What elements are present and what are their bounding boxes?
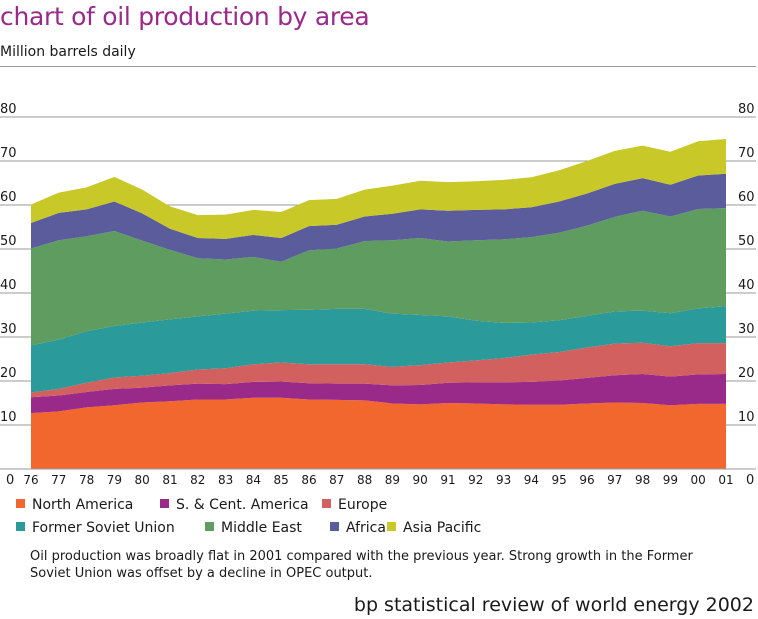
legend-label: Europe	[338, 497, 388, 513]
x-tick-label: 97	[607, 473, 622, 487]
area-africa	[31, 173, 726, 262]
y-tick-label: 50	[738, 234, 755, 249]
x-tick-label: 96	[579, 473, 594, 487]
chart-note: Oil production was broadly flat in 2001 …	[30, 549, 693, 581]
x-tick-label: 89	[385, 473, 400, 487]
x-tick-label: 92	[468, 473, 483, 487]
x-tick-label: 00	[691, 473, 706, 487]
legend-swatch	[205, 522, 214, 531]
area-s-cent-america	[31, 373, 726, 414]
area-asia-pacific	[31, 139, 726, 239]
area-north-america	[31, 397, 726, 469]
y-tick-label: 40	[0, 278, 17, 293]
source-footer: bp statistical review of world energy 20…	[353, 594, 754, 616]
chart-subtitle: Million barrels daily	[0, 44, 136, 60]
y-tick-label: 30	[0, 322, 17, 337]
area-series	[31, 139, 726, 469]
y-axis-right: 0 10 20 30 40 50 60 70 80	[738, 102, 755, 488]
y-tick-label: 0	[6, 473, 14, 488]
y-tick-label: 60	[0, 190, 17, 205]
x-tick-label: 77	[51, 473, 66, 487]
title-divider	[0, 66, 756, 67]
legend-swatch	[322, 499, 331, 508]
legend-label: Asia Pacific	[403, 520, 482, 536]
y-tick-label: 20	[0, 366, 17, 381]
y-tick-label: 70	[738, 146, 755, 161]
y-tick-label: 10	[738, 410, 755, 425]
x-tick-label: 98	[635, 473, 650, 487]
area-middle-east	[31, 208, 726, 346]
legend-item-asia-pacific: Asia Pacific	[387, 520, 481, 536]
x-tick-label: 01	[718, 473, 733, 487]
x-tick-label: 78	[79, 473, 94, 487]
legend-item-former-soviet-union: Former Soviet Union	[16, 520, 175, 536]
y-axis-left: 0 10 20 30 40 50 60 70 80	[0, 102, 17, 488]
y-tick-label: 20	[738, 366, 755, 381]
y-tick-label: 50	[0, 234, 17, 249]
x-tick-label: 93	[496, 473, 511, 487]
legend-label: Former Soviet Union	[32, 520, 175, 536]
legend-swatch	[330, 522, 339, 531]
x-tick-label: 90	[413, 473, 428, 487]
area-former-soviet-union	[31, 306, 726, 393]
x-tick-label: 85	[274, 473, 289, 487]
chart-title: chart of oil production by area	[0, 2, 370, 31]
legend-label: S. & Cent. America	[176, 497, 309, 513]
x-tick-label: 83	[218, 473, 233, 487]
legend-label: Africa	[346, 520, 386, 536]
y-tick-label: 80	[738, 102, 755, 117]
y-tick-label: 60	[738, 190, 755, 205]
legend-swatch	[160, 499, 169, 508]
legend-item-s-cent-america: S. & Cent. America	[160, 497, 309, 513]
y-tick-label: 0	[746, 473, 754, 488]
x-tick-label: 94	[524, 473, 539, 487]
legend-swatch	[16, 499, 25, 508]
legend-item-africa: Africa	[330, 520, 386, 536]
x-tick-label: 81	[162, 473, 177, 487]
y-tick-label: 70	[0, 146, 17, 161]
y-tick-label: 80	[0, 102, 17, 117]
x-tick-label: 88	[357, 473, 372, 487]
x-tick-label: 79	[107, 473, 122, 487]
x-tick-label: 82	[190, 473, 205, 487]
y-tick-label: 30	[738, 322, 755, 337]
x-axis: 76 77 78 79 80 81 82 83 84 85 86 87 88 89 90 91 92 93 94 95…	[23, 473, 733, 487]
x-tick-label: 99	[663, 473, 678, 487]
legend-item-middle-east: Middle East	[205, 520, 302, 536]
x-tick-label: 87	[329, 473, 344, 487]
legend-label: North America	[32, 497, 134, 513]
x-tick-label: 91	[440, 473, 455, 487]
legend-label: Middle East	[221, 520, 302, 536]
legend-item-europe: Europe	[322, 497, 387, 513]
area-europe	[31, 342, 726, 398]
x-tick-label: 80	[135, 473, 150, 487]
x-tick-label: 84	[246, 473, 261, 487]
x-tick-label: 76	[23, 473, 38, 487]
legend-swatch	[16, 522, 25, 531]
legend-item-north-america: North America	[16, 497, 133, 513]
legend-swatch	[387, 522, 396, 531]
x-tick-label: 86	[301, 473, 316, 487]
x-tick-label: 95	[552, 473, 567, 487]
y-tick-label: 40	[738, 278, 755, 293]
y-tick-label: 10	[0, 410, 17, 425]
